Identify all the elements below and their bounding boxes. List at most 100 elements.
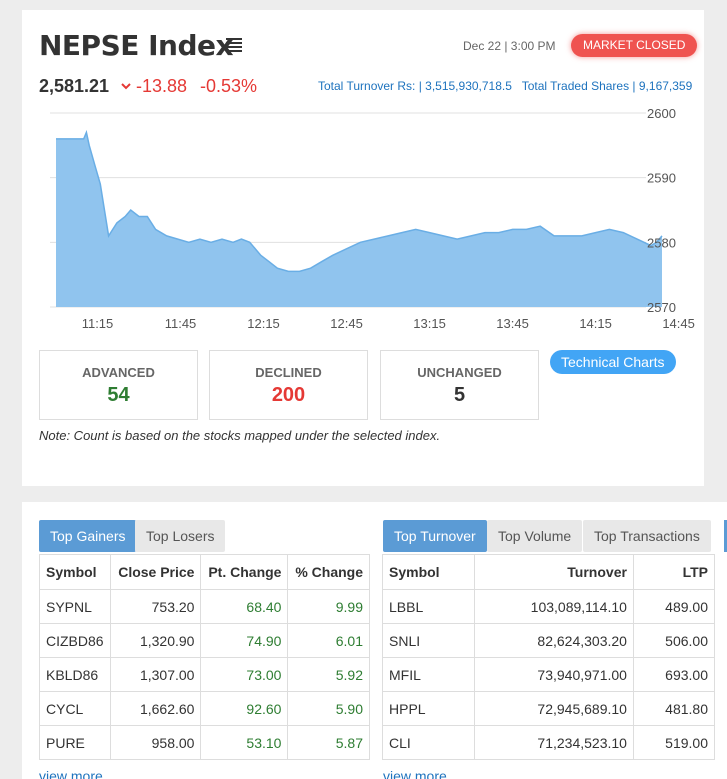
x-tick-label: 14:15 bbox=[579, 316, 612, 331]
index-card: NEPSE Index Dec 22 | 3:00 PM MARKET CLOS… bbox=[22, 10, 704, 486]
table-row[interactable]: KBLD86 1,307.00 73.00 5.92 bbox=[38, 657, 370, 692]
table-row[interactable]: SNLI 82,624,303.20 506.00 bbox=[381, 623, 716, 658]
close-price-cell: 1,307.00 bbox=[110, 657, 202, 692]
index-chart[interactable]: 2600 2590 2580 2570 11:15 11:45 12:15 12:45 13:1… bbox=[22, 100, 704, 340]
y-tick-label: 2600 bbox=[647, 106, 676, 121]
count-note: Note: Count is based on the stocks mappe… bbox=[39, 428, 441, 443]
unchanged-stat: UNCHANGED 5 bbox=[380, 350, 539, 420]
hamburger-menu-icon[interactable] bbox=[226, 38, 242, 52]
ltp-cell: 506.00 bbox=[632, 623, 716, 658]
x-tick-label: 12:15 bbox=[247, 316, 280, 331]
gainers-view-more-link[interactable]: view more bbox=[39, 768, 103, 779]
movers-card: Top Gainers Top Losers Symbol Close Pric… bbox=[22, 502, 727, 779]
chevron-down-icon bbox=[121, 83, 131, 90]
tab-top-turnover[interactable]: Top Turnover bbox=[383, 520, 487, 552]
close-price-cell: 958.00 bbox=[110, 725, 202, 760]
total-turnover: Total Turnover Rs: | 3,515,930,718.5 bbox=[318, 79, 512, 93]
table-row[interactable]: PURE 958.00 53.10 5.87 bbox=[38, 725, 370, 760]
col-symbol: Symbol bbox=[381, 554, 476, 590]
ltp-cell: 693.00 bbox=[632, 657, 716, 692]
market-status-badge: MARKET CLOSED bbox=[571, 34, 698, 57]
pt-change-cell: 73.00 bbox=[200, 657, 289, 692]
symbol-cell[interactable]: CLI bbox=[381, 725, 476, 760]
table-row[interactable]: MFIL 73,940,971.00 693.00 bbox=[381, 657, 716, 692]
declined-stat: DECLINED 200 bbox=[209, 350, 368, 420]
col-symbol: Symbol bbox=[38, 554, 112, 590]
col-close-price: Close Price bbox=[110, 554, 202, 590]
symbol-cell[interactable]: SNLI bbox=[381, 623, 476, 658]
turnover-view-more-link[interactable]: view more bbox=[383, 768, 447, 779]
percent-change: -0.53% bbox=[200, 76, 258, 96]
pt-change-cell: 92.60 bbox=[200, 691, 289, 726]
table-row[interactable]: CIZBD86 1,320.90 74.90 6.01 bbox=[38, 623, 370, 658]
col-ltp: LTP bbox=[632, 554, 716, 590]
index-area bbox=[56, 132, 662, 307]
symbol-cell[interactable]: PURE bbox=[38, 725, 112, 760]
ltp-cell: 489.00 bbox=[632, 589, 716, 624]
pt-change-cell: 68.40 bbox=[200, 589, 289, 624]
x-tick-label: 13:45 bbox=[496, 316, 529, 331]
x-tick-label: 13:15 bbox=[413, 316, 446, 331]
turnover-cell: 103,089,114.10 bbox=[474, 589, 634, 624]
table-row[interactable]: CYCL 1,662.60 92.60 5.90 bbox=[38, 691, 370, 726]
symbol-cell[interactable]: KBLD86 bbox=[38, 657, 112, 692]
symbol-cell[interactable]: CIZBD86 bbox=[38, 623, 112, 658]
symbol-cell[interactable]: CYCL bbox=[38, 691, 112, 726]
table-header-row: Symbol Turnover LTP bbox=[381, 554, 716, 590]
tab-top-gainers[interactable]: Top Gainers bbox=[39, 520, 137, 552]
turnover-cell: 73,940,971.00 bbox=[474, 657, 634, 692]
table-header-row: Symbol Close Price Pt. Change % Change bbox=[38, 554, 370, 590]
x-tick-label: 12:45 bbox=[330, 316, 363, 331]
ltp-cell: 519.00 bbox=[632, 725, 716, 760]
table-row[interactable]: SYPNL 753.20 68.40 9.99 bbox=[38, 589, 370, 624]
index-value: 2,581.21 bbox=[39, 76, 110, 96]
symbol-cell[interactable]: LBBL bbox=[381, 589, 476, 624]
declined-label: DECLINED bbox=[255, 365, 322, 380]
pct-change-cell: 5.92 bbox=[287, 657, 370, 692]
pct-change-cell: 6.01 bbox=[287, 623, 370, 658]
pct-change-cell: 5.90 bbox=[287, 691, 370, 726]
table-row[interactable]: LBBL 103,089,114.10 489.00 bbox=[381, 589, 716, 624]
col-pct-change: % Change bbox=[287, 554, 370, 590]
page-title: NEPSE Index bbox=[39, 29, 234, 62]
turnover-table: Symbol Turnover LTP LBBL 103,089,114.10 … bbox=[381, 554, 716, 760]
symbol-cell[interactable]: SYPNL bbox=[38, 589, 112, 624]
close-price-cell: 753.20 bbox=[110, 589, 202, 624]
symbol-cell[interactable]: HPPL bbox=[381, 691, 476, 726]
tab-top-transactions[interactable]: Top Transactions bbox=[583, 520, 711, 552]
gainers-table: Symbol Close Price Pt. Change % Change S… bbox=[38, 554, 370, 760]
y-tick-label: 2590 bbox=[647, 171, 676, 186]
declined-value: 200 bbox=[271, 384, 306, 406]
total-traded-shares: Total Traded Shares | 9,167,359 bbox=[521, 79, 693, 93]
market-datetime: Dec 22 | 3:00 PM bbox=[463, 39, 556, 53]
edge-accent bbox=[724, 520, 727, 552]
close-price-cell: 1,320.90 bbox=[110, 623, 202, 658]
point-change: -13.88 bbox=[136, 76, 188, 96]
pt-change-cell: 53.10 bbox=[200, 725, 289, 760]
close-price-cell: 1,662.60 bbox=[110, 691, 202, 726]
y-tick-label: 2580 bbox=[647, 235, 676, 250]
advanced-stat: ADVANCED 54 bbox=[39, 350, 198, 420]
table-row[interactable]: CLI 71,234,523.10 519.00 bbox=[381, 725, 716, 760]
table-row[interactable]: HPPL 72,945,689.10 481.80 bbox=[381, 691, 716, 726]
pct-change-cell: 9.99 bbox=[287, 589, 370, 624]
turnover-cell: 71,234,523.10 bbox=[474, 725, 634, 760]
turnover-cell: 82,624,303.20 bbox=[474, 623, 634, 658]
col-turnover: Turnover bbox=[474, 554, 634, 590]
x-tick-label: 11:15 bbox=[82, 316, 114, 331]
advanced-label: ADVANCED bbox=[82, 365, 155, 380]
x-tick-label: 14:45 bbox=[662, 316, 695, 331]
pct-change-cell: 5.87 bbox=[287, 725, 370, 760]
col-pt-change: Pt. Change bbox=[200, 554, 289, 590]
technical-charts-button[interactable]: Technical Charts bbox=[550, 350, 676, 374]
index-line bbox=[56, 129, 663, 273]
ltp-cell: 481.80 bbox=[632, 691, 716, 726]
turnover-cell: 72,945,689.10 bbox=[474, 691, 634, 726]
y-tick-label: 2570 bbox=[647, 300, 676, 315]
tab-top-volume[interactable]: Top Volume bbox=[487, 520, 583, 552]
pt-change-cell: 74.90 bbox=[200, 623, 289, 658]
unchanged-label: UNCHANGED bbox=[417, 365, 502, 380]
turnover-info: Total Turnover Rs: | 3,515,930,718.5 Tot… bbox=[318, 79, 692, 93]
tab-top-losers[interactable]: Top Losers bbox=[135, 520, 226, 552]
symbol-cell[interactable]: MFIL bbox=[381, 657, 476, 692]
